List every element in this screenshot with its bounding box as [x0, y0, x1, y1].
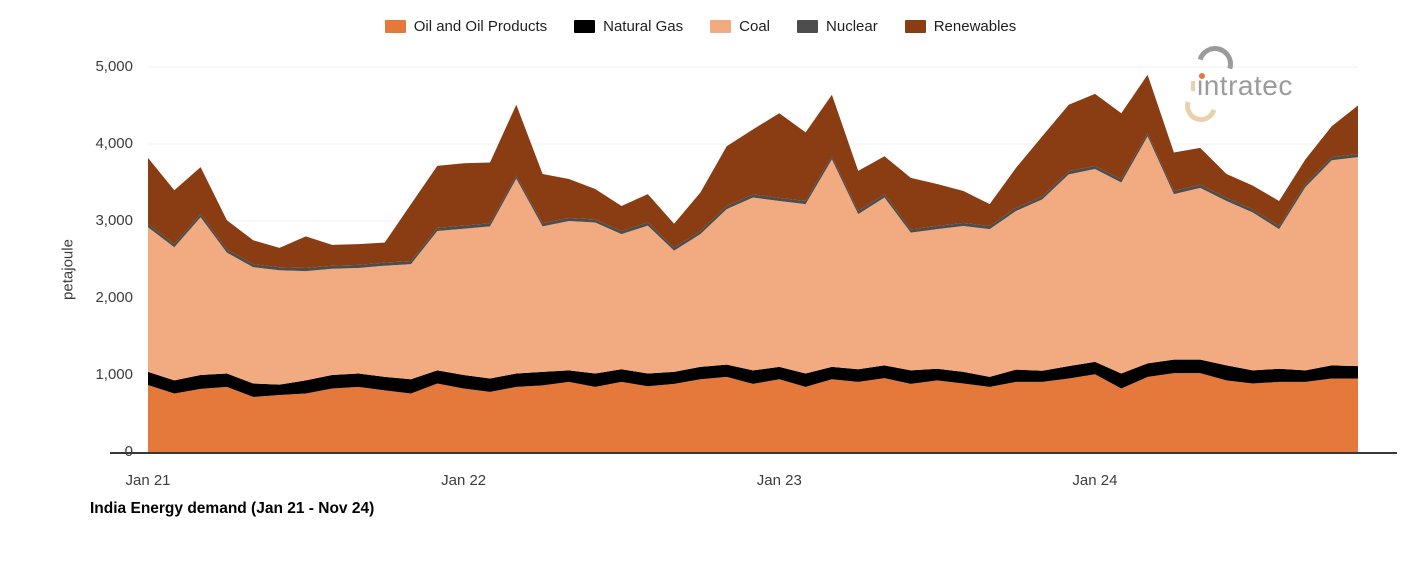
- legend-label: Natural Gas: [603, 18, 684, 35]
- legend-swatch-icon: [710, 20, 732, 33]
- area-oil-and-oil-products: [148, 373, 1358, 452]
- logo-text: intratec: [1197, 70, 1293, 101]
- x-tick-label: Jan 24: [1072, 472, 1118, 489]
- legend-item-coal[interactable]: Coal: [710, 18, 770, 35]
- y-tick-label: 4,000: [95, 135, 133, 152]
- legend: Oil and Oil Products Natural Gas Coal Nucle…: [0, 18, 1401, 35]
- y-tick-label: 1,000: [95, 366, 133, 383]
- x-tick-label: Jan 21: [125, 472, 171, 489]
- legend-label: Nuclear: [826, 18, 878, 35]
- x-tick-label: Jan 22: [441, 472, 487, 489]
- legend-swatch-icon: [574, 20, 596, 33]
- area-natural-gas: [148, 359, 1358, 397]
- legend-item-oil-and-oil-products[interactable]: Oil and Oil Products: [384, 18, 548, 35]
- logo-dash-icon: [1191, 81, 1195, 91]
- legend-label: Coal: [739, 18, 771, 35]
- legend-swatch-icon: [904, 20, 926, 33]
- legend-swatch-icon: [384, 20, 406, 33]
- legend-swatch-icon: [797, 20, 819, 33]
- area-coal: [148, 136, 1358, 385]
- legend-item-renewables[interactable]: Renewables: [904, 18, 1017, 35]
- legend-item-natural-gas[interactable]: Natural Gas: [574, 18, 683, 35]
- y-tick-label: 2,000: [95, 289, 133, 306]
- legend-label: Renewables: [933, 18, 1017, 35]
- y-tick-label: 5,000: [95, 58, 133, 75]
- x-tick-label: Jan 23: [756, 472, 802, 489]
- legend-label: Oil and Oil Products: [413, 18, 548, 35]
- legend-item-nuclear[interactable]: Nuclear: [797, 18, 878, 35]
- chart-title: India Energy demand (Jan 21 - Nov 24): [90, 500, 375, 517]
- intratec-logo: intratec: [1179, 39, 1361, 128]
- area-renewables: [148, 74, 1358, 268]
- logo-i-dot-icon: [1199, 73, 1205, 79]
- y-tick-label: 3,000: [95, 212, 133, 229]
- y-tick-label: 0: [124, 443, 133, 460]
